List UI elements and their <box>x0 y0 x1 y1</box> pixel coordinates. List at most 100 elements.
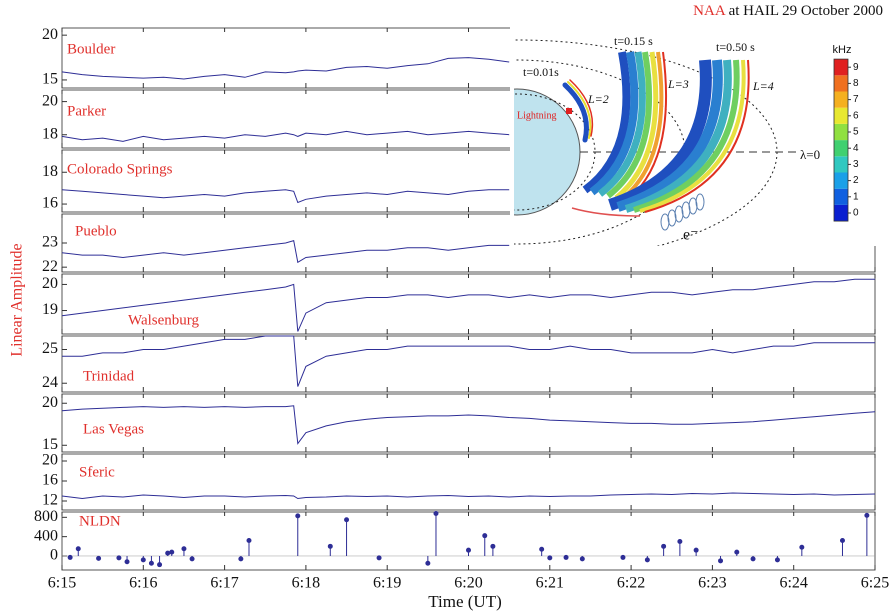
panel-frame <box>61 511 876 571</box>
colorbar-swatch <box>834 140 848 157</box>
stroke-stem <box>124 555 130 565</box>
electron-label: e⁻ <box>683 227 699 244</box>
stroke-stem <box>75 546 81 556</box>
stroke-stem <box>482 533 488 556</box>
stroke-stem <box>376 555 382 561</box>
x-tick-label: 6:21 <box>536 575 564 592</box>
colorbar-tick-label: 2 <box>853 175 859 186</box>
amplitude-line <box>61 239 510 264</box>
amplitude-line <box>61 492 876 500</box>
amplitude-line <box>61 189 510 204</box>
y-tick-label: 22 <box>42 258 58 275</box>
x-axis-label: Time (UT) <box>428 592 502 611</box>
stroke-stem <box>466 547 472 556</box>
y-tick-label: 15 <box>42 71 58 88</box>
x-tick-label: 6:16 <box>129 575 157 592</box>
panel-frame <box>61 393 876 453</box>
time-label: t=0.15 s <box>614 34 653 48</box>
panel: 24 25 Trinidad <box>42 335 876 393</box>
stroke-stem <box>116 555 122 561</box>
stroke-stem <box>718 555 724 564</box>
stroke-stem <box>295 513 301 556</box>
panel-frame <box>61 335 876 393</box>
stroke-stem <box>774 555 780 563</box>
panel-label: Parker <box>67 103 106 119</box>
stroke-stem <box>157 555 163 568</box>
y-axis-label: Linear Amplitude <box>9 243 26 356</box>
colorbar-tick-label: 4 <box>853 143 859 154</box>
y-tick-label: 16 <box>42 195 58 212</box>
stroke-stem <box>181 546 187 556</box>
stroke-stem <box>148 555 154 566</box>
x-tick-label: 6:17 <box>210 575 238 592</box>
colorbar-tick-label: 7 <box>853 94 859 105</box>
title-highlight: NAA <box>693 3 726 19</box>
colorbar-title: kHz <box>833 44 852 56</box>
panel-label: Sferic <box>79 464 115 480</box>
x-tick-label: 6:20 <box>454 575 482 592</box>
y-tick-label: 400 <box>34 527 58 544</box>
panel: 12 16 20 Sferic <box>42 452 876 511</box>
stroke-stem <box>547 555 553 561</box>
stroke-stem <box>165 550 171 556</box>
x-tick-label: 6:23 <box>698 575 726 592</box>
stroke-stem <box>425 555 431 566</box>
y-tick-label: 16 <box>42 472 58 489</box>
stroke-stem <box>661 543 667 556</box>
colorbar-tick-label: 6 <box>853 110 859 121</box>
title-text: at HAIL 29 October 2000 <box>729 3 883 19</box>
panel-label: Las Vegas <box>83 421 144 437</box>
y-tick-label: 20 <box>42 26 58 43</box>
stroke-stem <box>644 555 650 563</box>
electron-gyration <box>660 193 705 231</box>
y-tick-label: 20 <box>42 92 58 109</box>
y-tick-label: 19 <box>42 301 58 318</box>
inset-diagram: t=0.01s t=0.15 s t=0.50 s L=2 L=3 L=4 Li… <box>510 22 884 246</box>
wave-band <box>562 79 594 143</box>
stroke-stem <box>433 510 439 556</box>
l-shell-label: L=4 <box>752 79 774 93</box>
amplitude-line <box>62 335 875 387</box>
stroke-stem <box>799 544 805 556</box>
amplitude-line <box>61 130 510 142</box>
x-tick-label: 6:25 <box>861 575 889 592</box>
y-tick-label: 25 <box>42 340 58 357</box>
colorbar-tick-label: 3 <box>853 159 859 170</box>
panel-frame <box>61 273 876 335</box>
stroke-stem <box>238 555 244 562</box>
l-shell-label: L=2 <box>587 92 609 106</box>
amplitude-line <box>61 278 875 332</box>
panel-label: Trinidad <box>83 368 135 384</box>
y-tick-label: 12 <box>42 492 58 509</box>
colorbar-tick-label: 0 <box>853 208 859 219</box>
colorbar-tick-label: 5 <box>853 127 859 138</box>
x-tick-label: 6:19 <box>373 575 401 592</box>
panel-label: Colorado Springs <box>67 161 173 177</box>
colorbar-swatch <box>834 91 848 108</box>
panel-label: Pueblo <box>75 223 117 239</box>
time-label: t=0.50 s <box>716 40 755 54</box>
stroke-stem <box>140 555 146 563</box>
figure-title: NAA at HAIL 29 October 2000 <box>693 3 883 19</box>
stroke-stem <box>864 512 870 556</box>
wave-band <box>582 51 668 201</box>
precipitation-path <box>571 207 641 217</box>
x-tick-label: 6:18 <box>292 575 320 592</box>
colorbar-tick-label: 9 <box>853 62 859 73</box>
amplitude-line <box>61 57 510 80</box>
stroke-stem <box>96 555 102 561</box>
stroke-stem <box>693 547 699 556</box>
colorbar-tick-label: 1 <box>853 191 859 202</box>
panel-label: NLDN <box>79 513 121 529</box>
panel-frame <box>61 453 876 511</box>
time-label: t=0.01s <box>523 65 559 79</box>
x-tick-label: 6:15 <box>48 575 76 592</box>
stroke-stem <box>579 555 585 562</box>
stroke-stem <box>750 555 756 562</box>
l-shell-label: L=3 <box>667 77 689 91</box>
stroke-stem <box>67 554 73 560</box>
y-tick-label: 24 <box>42 374 58 391</box>
colorbar-tick-label: 8 <box>853 78 859 89</box>
y-tick-label: 15 <box>42 436 58 453</box>
panel: 19 20 Walsenburg <box>42 273 876 335</box>
